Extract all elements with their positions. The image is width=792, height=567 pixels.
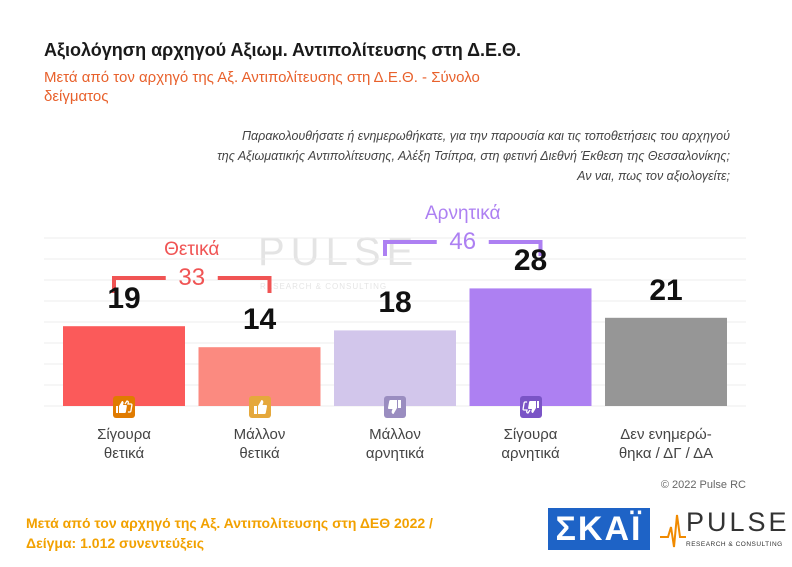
pulse-logo: PULSE RESEARCH & CONSULTING — [660, 505, 787, 555]
watermark-tagline: RESEARCH & CONSULTING — [260, 282, 388, 291]
category-label: Σίγουρα αρνητικά — [466, 425, 596, 463]
question-line: της Αξιωματικής Αντιπολίτευσης, Αλέξη Τσ… — [217, 149, 730, 163]
survey-question: Παρακολουθήσατε ή ενημερωθήκατε, για την… — [170, 126, 730, 186]
pulse-watermark: PULSE RESEARCH & CONSULTING — [258, 230, 413, 300]
category-label-line: αρνητικά — [365, 445, 425, 462]
category-label-line: αρνητικά — [501, 445, 560, 462]
category-label-line: Σίγουρα — [503, 426, 558, 443]
group-label: Αρνητικά — [424, 203, 501, 224]
bar — [63, 326, 185, 406]
double-thumbs-down-icon — [519, 396, 542, 418]
category-label: Δεν ενημερώ-θηκα / ΔΓ / ΔΑ — [601, 425, 731, 463]
pulse-wave-icon — [660, 514, 686, 548]
chart-subtitle: Μετά από τον αρχηγό της Αξ. Αντιπολίτευσ… — [44, 69, 480, 105]
question-line: Παρακολουθήσατε ή ενημερωθήκατε, για την… — [241, 129, 730, 143]
value-label: 19 — [107, 282, 141, 316]
category-label: Σίγουρα θετικά — [59, 425, 189, 463]
category-label: Μάλλον αρνητικά — [330, 425, 460, 463]
bar — [469, 288, 592, 406]
footer-note-line: Μετά από τον αρχηγό της Αξ. Αντιπολίτευσ… — [26, 515, 433, 531]
footer-sample-line: Δείγμα: 1.012 συνεντεύξεις — [26, 535, 205, 551]
category-label-line: θετικά — [239, 445, 280, 462]
bar — [605, 317, 727, 406]
group-bracket — [112, 276, 166, 293]
value-label: 28 — [513, 244, 548, 278]
copyright-text: © 2022 Pulse RC — [660, 479, 746, 491]
group-bracket — [217, 276, 272, 293]
watermark-name: PULSE — [258, 230, 420, 274]
value-label: 14 — [242, 303, 277, 337]
pulse-logo-name: PULSE — [686, 507, 790, 537]
group-total: 46 — [449, 228, 477, 255]
group-bracket — [383, 240, 437, 256]
footer-note: Μετά από τον αρχηγό της Αξ. Αντιπολίτευσ… — [26, 513, 433, 553]
category-label-line: Σίγουρα — [97, 426, 151, 443]
category-label-line: Μάλλον — [233, 426, 286, 443]
value-label: 21 — [649, 273, 683, 307]
category-label-line: Δεν ενημερώ- — [620, 426, 712, 443]
group-bracket — [488, 240, 543, 256]
thumbs-up-icon — [248, 396, 271, 418]
category-label-line: θηκα / ΔΓ / ΔΑ — [618, 445, 714, 462]
question-line: Αν ναι, πως τον αξιολογείτε; — [577, 169, 730, 183]
thumbs-down-icon — [384, 396, 406, 418]
category-label-line: θετικά — [103, 445, 145, 462]
bar — [334, 330, 456, 406]
double-thumbs-up-icon — [113, 396, 135, 418]
category-label-line: Μάλλον — [369, 426, 421, 443]
group-total: 33 — [178, 264, 206, 291]
skai-logo: ΣΚΑΪ — [548, 508, 650, 550]
category-label: Μάλλον θετικά — [195, 425, 325, 463]
chart-title: Αξιολόγηση αρχηγού Αξιωμ. Αντιπολίτευσης… — [44, 40, 522, 60]
group-label: Θετικά — [164, 239, 220, 260]
pulse-logo-tagline: RESEARCH & CONSULTING — [686, 541, 783, 548]
value-label: 18 — [378, 286, 412, 320]
